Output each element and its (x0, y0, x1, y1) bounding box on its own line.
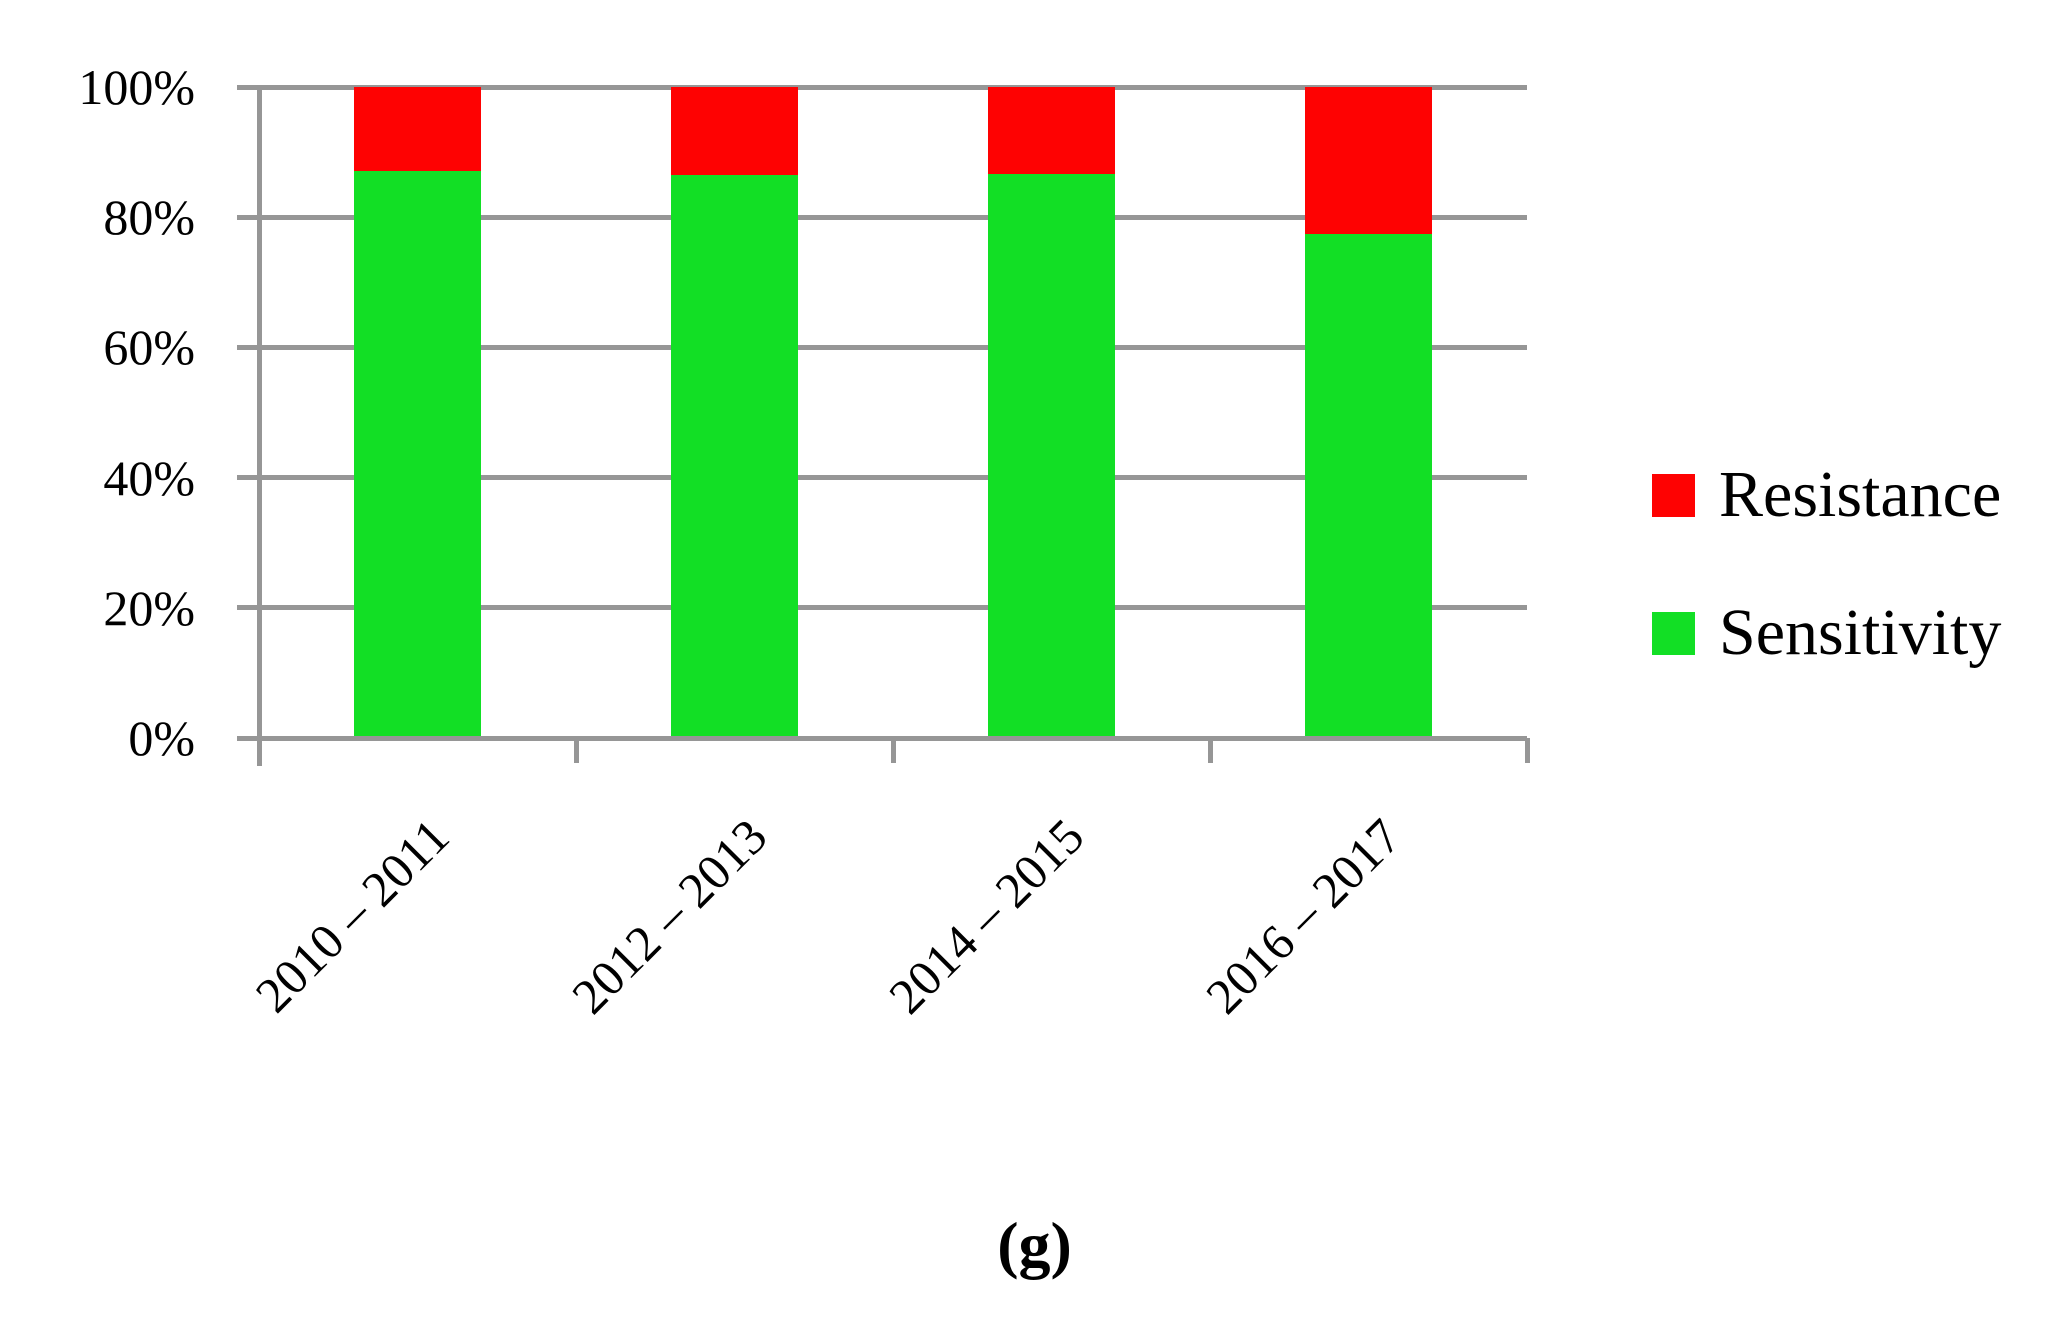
y-axis-label: 80% (103, 189, 195, 246)
x-axis-tick (890, 737, 896, 763)
x-axis-label: 2010 – 2011 (244, 807, 460, 1023)
gridline-60 (259, 344, 1527, 350)
y-axis-tick (237, 214, 263, 220)
bar-segment-sensitivity (1305, 233, 1432, 736)
x-axis-label: 2014 – 2015 (877, 807, 1094, 1025)
bar-segment-sensitivity (354, 170, 481, 736)
y-axis-label: 0% (128, 710, 195, 766)
bar-segment-sensitivity (988, 173, 1115, 736)
y-axis-label: 100% (78, 59, 195, 115)
bar-segment-resistance (354, 87, 481, 171)
bar-segment-sensitivity (671, 175, 798, 736)
bar-2014–2015 (988, 87, 1115, 736)
x-axis-tick (1207, 737, 1213, 763)
figure-caption: (g) (997, 1209, 1072, 1280)
bar-segment-resistance (1305, 87, 1432, 234)
legend-entry-sensitivity: Sensitivity (1652, 600, 2001, 666)
y-axis-tick (237, 84, 263, 90)
gridline-80 (259, 214, 1527, 220)
y-axis-tick (237, 735, 263, 741)
y-axis-tick (237, 344, 263, 350)
y-axis-tick (237, 475, 263, 481)
gridline-100 (259, 84, 1527, 90)
x-axis-label: 2012 – 2013 (560, 807, 777, 1025)
legend-entry-resistance: Resistance (1652, 462, 2001, 528)
chart-legend: Resistance Sensitivity (1652, 462, 2001, 666)
y-axis-label: 20% (103, 579, 195, 636)
bar-segment-resistance (988, 87, 1115, 174)
legend-swatch-icon (1652, 473, 1695, 517)
x-axis-label: 2016 – 2017 (1194, 807, 1411, 1025)
y-axis-label: 60% (103, 319, 195, 376)
bar-2016–2017 (1305, 87, 1432, 736)
gridline-40 (259, 475, 1527, 481)
x-axis-tick (573, 737, 579, 763)
y-axis-line (256, 84, 262, 766)
bar-segment-resistance (671, 87, 798, 176)
legend-label: Sensitivity (1719, 596, 2002, 669)
bar-2012–2013 (671, 87, 798, 736)
y-axis-tick (237, 605, 263, 611)
y-axis-label: 40% (103, 449, 195, 506)
legend-swatch-icon (1652, 611, 1695, 655)
legend-label: Resistance (1719, 458, 2002, 531)
x-axis-tick (1524, 737, 1530, 763)
gridline-20 (259, 605, 1527, 611)
bar-2010–2011 (354, 87, 481, 736)
